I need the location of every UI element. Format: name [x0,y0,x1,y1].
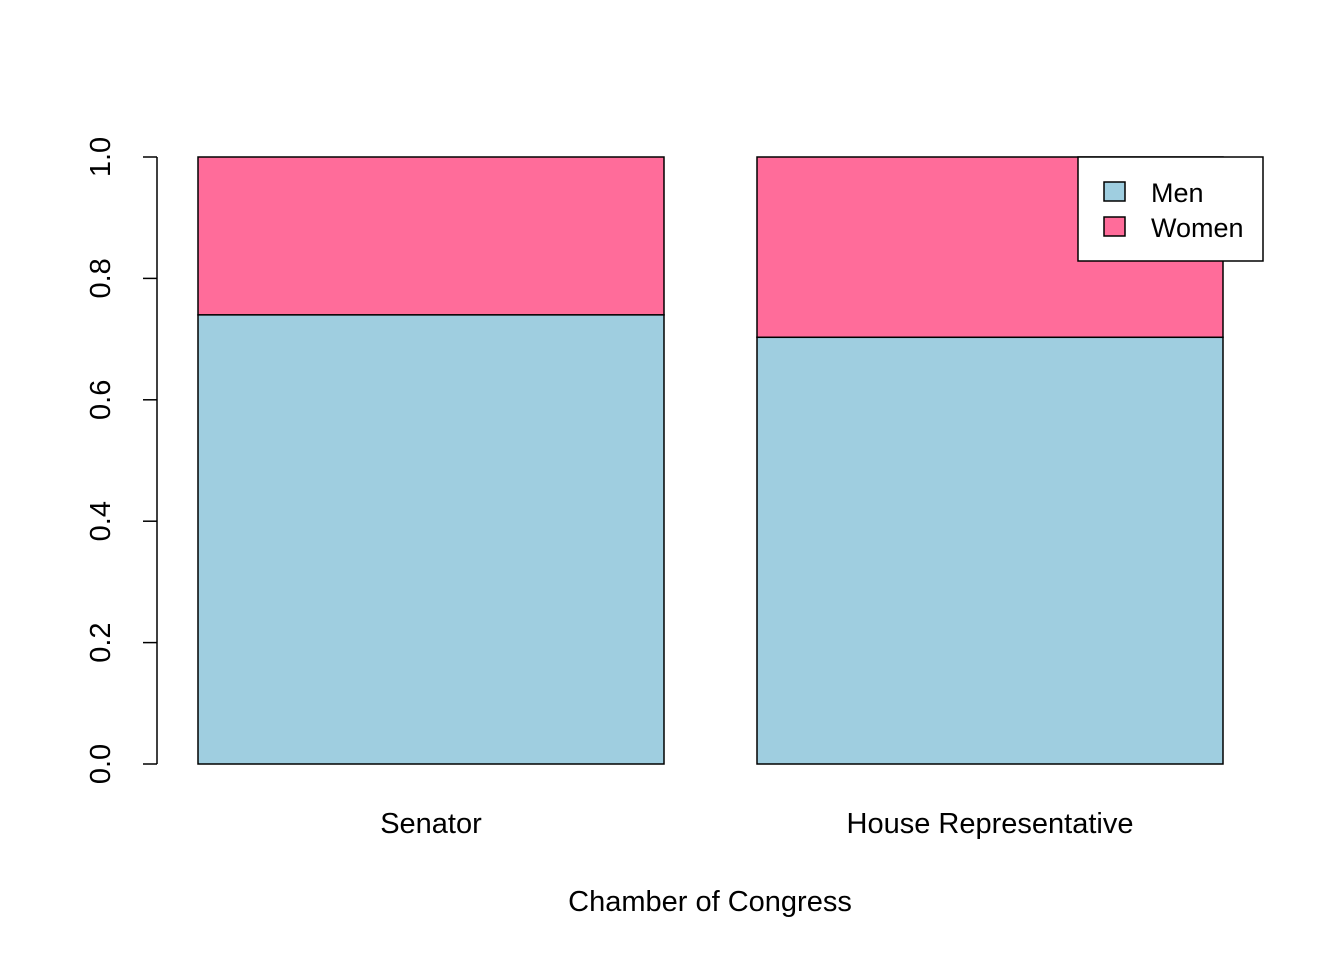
y-tick-label: 0.8 [85,258,117,298]
y-tick-label: 0.2 [85,622,117,662]
y-tick-label: 0.6 [85,380,117,420]
y-tick-label: 0.4 [85,501,117,541]
x-axis-label: Chamber of Congress [568,886,852,918]
y-tick-label: 0.0 [85,744,117,784]
x-tick-label: House Representative [847,808,1134,840]
bars-layer [197,156,1224,765]
legend-box [1077,156,1264,262]
y-axis: 0.0 0.2 0.4 0.6 0.8 1.0 [85,137,158,784]
bar-senator-women [197,156,665,316]
x-axis: Chamber of Congress Senator House Represe… [380,808,1133,918]
y-tick-label: 1.0 [85,137,117,177]
legend-label-women: Women [1151,213,1244,243]
legend: Men Women [1077,156,1264,262]
legend-swatch-women [1103,216,1126,237]
legend-swatch-men [1103,181,1126,202]
legend-label-men: Men [1151,178,1204,208]
x-tick-label: Senator [380,808,482,840]
bar-senator-men [197,314,665,765]
bar-house-representative-men [756,336,1224,765]
